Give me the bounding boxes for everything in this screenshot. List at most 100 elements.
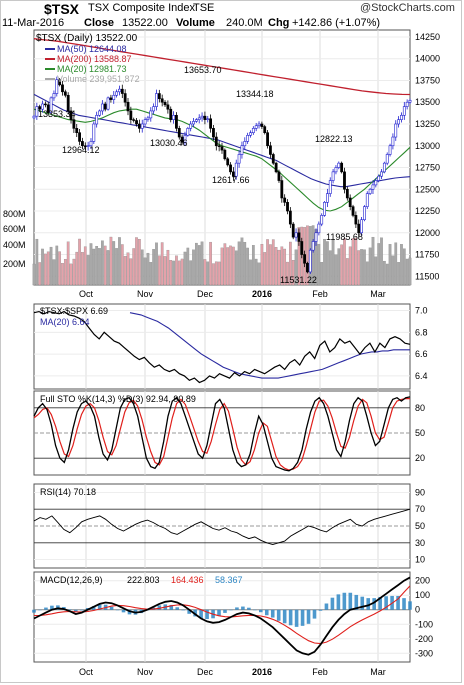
price-candle-body: [328, 180, 332, 194]
volume-bar: [52, 259, 56, 286]
price-candle-body: [89, 141, 93, 147]
volume-bar: [212, 263, 215, 286]
volume-tick-label: 800M: [3, 209, 26, 219]
price-candle-body: [35, 106, 39, 117]
price-annotation: 13353.34: [38, 109, 76, 119]
stockcharts-watermark[interactable]: @StockCharts.com: [360, 2, 455, 14]
macd-histogram-bar: [73, 609, 78, 613]
macd-histogram-bar: [282, 609, 287, 624]
price-candle-body: [203, 115, 207, 120]
price-candle-body: [186, 128, 190, 136]
price-tick-label: 11500: [415, 271, 439, 281]
price-candle-body: [374, 180, 378, 186]
price-tick-label: 12750: [415, 163, 440, 173]
price-candle-body: [132, 119, 136, 121]
price-candle-body: [172, 114, 175, 120]
price-candle-body: [240, 145, 244, 155]
macd-histogram-bar: [354, 594, 359, 610]
month-label: 2016: [252, 289, 272, 299]
price-candle-body: [41, 103, 44, 110]
price-tick-label: 13000: [415, 141, 440, 151]
macd-histogram-bar: [402, 598, 406, 610]
volume-bar: [260, 244, 264, 286]
price-candle-body: [220, 146, 224, 151]
volume-bar: [101, 240, 104, 286]
price-candle-body: [32, 115, 36, 119]
price-candle-body: [206, 118, 210, 120]
volume-bar: [92, 248, 96, 286]
volume-bar: [234, 250, 238, 286]
volume-bar: [320, 262, 324, 286]
price-candle-body: [320, 215, 324, 225]
price-candle-body: [123, 93, 127, 103]
price-candle-body: [394, 123, 398, 138]
volume-bar: [197, 245, 201, 286]
volume-bar: [360, 249, 363, 286]
volume-bar: [49, 246, 53, 286]
stochastic-d-line: [33, 398, 410, 471]
volume-bar: [177, 260, 181, 286]
price-candle-body: [86, 145, 90, 147]
volume-value: 240.0M: [226, 17, 263, 29]
price-annotation: 12617.66: [212, 175, 250, 185]
price-candle-body: [382, 162, 386, 173]
macd-histogram-bar: [79, 609, 84, 611]
price-candle-body: [306, 262, 309, 273]
symbol-title[interactable]: $TSX: [44, 1, 80, 17]
volume-bar: [306, 225, 309, 286]
bottom-month-label: Dec: [197, 667, 214, 677]
macd-histogram-bar: [181, 609, 186, 611]
stochastic-k-line: [33, 396, 411, 472]
price-candle-body: [112, 94, 116, 100]
price-annotation: 12822.13: [315, 134, 353, 144]
price-candle-body: [397, 119, 401, 125]
volume-bar: [340, 244, 343, 286]
volume-bar: [192, 249, 195, 286]
price-candle-body: [385, 154, 389, 164]
volume-bar: [135, 237, 138, 286]
price-candle-body: [55, 79, 59, 94]
rsi-tick-label: 90: [415, 487, 425, 497]
macd-legend-item: MACD(12,26,9): [40, 575, 103, 585]
price-candle-body: [52, 93, 56, 99]
volume-bar: [149, 262, 153, 286]
volume-bar: [203, 259, 207, 286]
macd-histogram-bar: [229, 609, 233, 611]
volume-bar: [351, 238, 355, 286]
price-candle-body: [212, 128, 215, 138]
macd-histogram-bar: [217, 609, 221, 616]
price-candle-body: [157, 93, 161, 100]
volume-bar: [129, 258, 133, 286]
relative-tick-label: 6.4: [415, 371, 428, 381]
volume-bar: [78, 238, 81, 286]
volume-bar: [274, 247, 278, 286]
volume-bar: [251, 245, 255, 286]
price-candle-body: [288, 210, 292, 225]
price-candle-body: [46, 104, 50, 113]
price-candle-body: [405, 101, 409, 107]
relative-ma-line: [129, 312, 410, 379]
price-panel: [33, 29, 411, 286]
macd-tick-label: 200: [415, 576, 430, 586]
macd-histogram-bar: [378, 596, 382, 610]
volume-bar: [385, 263, 389, 286]
price-candle-body: [260, 123, 264, 127]
price-candle-body: [263, 126, 267, 133]
volume-bar: [83, 246, 87, 286]
volume-bar: [283, 248, 287, 286]
month-label: Oct: [79, 289, 94, 299]
legend-label: Volume 239,951,872: [57, 74, 140, 84]
macd-histogram-bar: [336, 594, 341, 610]
price-candle-body: [69, 110, 73, 120]
rsi-tick-label: 10: [415, 555, 425, 565]
date-label: 11-Mar-2016: [2, 17, 65, 29]
macd-histogram-bar: [276, 609, 281, 621]
price-candle-body: [103, 103, 107, 110]
volume-bar: [348, 246, 352, 286]
relative-line: [33, 310, 411, 384]
volume-bar: [169, 260, 173, 286]
price-candle-body: [115, 91, 119, 96]
chart-header: $TSX TSX Composite Index TSE @StockChart…: [0, 0, 464, 34]
volume-bar: [140, 249, 144, 286]
